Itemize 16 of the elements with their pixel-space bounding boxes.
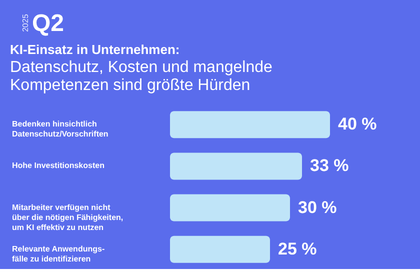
text: 2025 [21,14,30,32]
chart-subtitle: Datenschutz, Kosten und mangelnde Kompetenzen sind größte Hürden [10,59,272,94]
data-label: 25 % [278,239,317,258]
chart-title: KI-Einsatz in Unternehmen: [10,42,180,57]
y-tick-label: Hohe Investitionskosten [12,161,105,170]
y-tick-label: Bedenken hinsichtlich Datenschutz/Vorschriften [12,120,108,139]
y-tick-label: Relevante Anwendungs- fälle zu identifizieren [12,244,105,264]
bar [170,111,330,138]
y-tick-label: Mitarbeiter verfügen nicht über die nötigen Fähigkeiten, um KI effektiv zu nutzen [12,202,124,232]
data-label: 33 % [310,156,349,176]
data-label: 40 % [338,114,377,134]
bar [170,236,270,263]
data-label: 30 % [298,198,337,217]
bar [170,194,290,222]
text: Q2 [32,10,64,37]
bar [170,152,302,180]
